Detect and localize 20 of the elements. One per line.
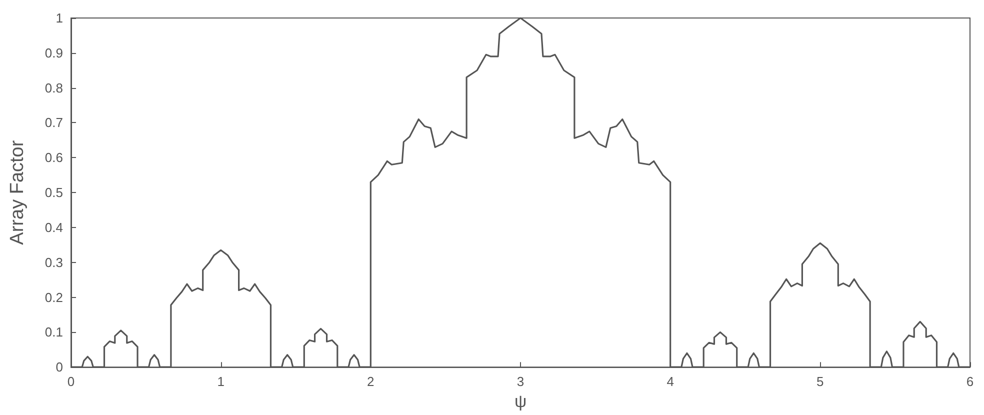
x-tick-label: 2 xyxy=(367,374,374,390)
x-tick-label: 0 xyxy=(67,374,75,390)
y-tick-label: 0.4 xyxy=(44,220,63,235)
x-axis-title: ψ xyxy=(514,392,527,411)
y-tick-label: 0.5 xyxy=(44,185,63,200)
y-tick-label: 0.3 xyxy=(44,254,63,270)
y-tick-label: 0.2 xyxy=(44,290,63,305)
x-tick-label: 5 xyxy=(816,374,824,390)
y-tick-label: 0.6 xyxy=(44,150,63,166)
y-tick-label: 0 xyxy=(56,360,63,375)
y-tick-label: 0.1 xyxy=(44,324,63,340)
x-tick-label: 6 xyxy=(966,374,974,390)
x-tick-label: 4 xyxy=(666,374,674,390)
y-tick-label: 0.9 xyxy=(44,45,63,60)
y-tick-label: 1 xyxy=(56,10,63,26)
y-tick-label: 0.8 xyxy=(44,80,63,96)
x-tick-label: 1 xyxy=(217,374,224,390)
y-tick-label: 0.7 xyxy=(44,115,63,130)
x-tick-label: 3 xyxy=(516,374,524,390)
y-axis-title: Array Factor xyxy=(7,140,28,245)
